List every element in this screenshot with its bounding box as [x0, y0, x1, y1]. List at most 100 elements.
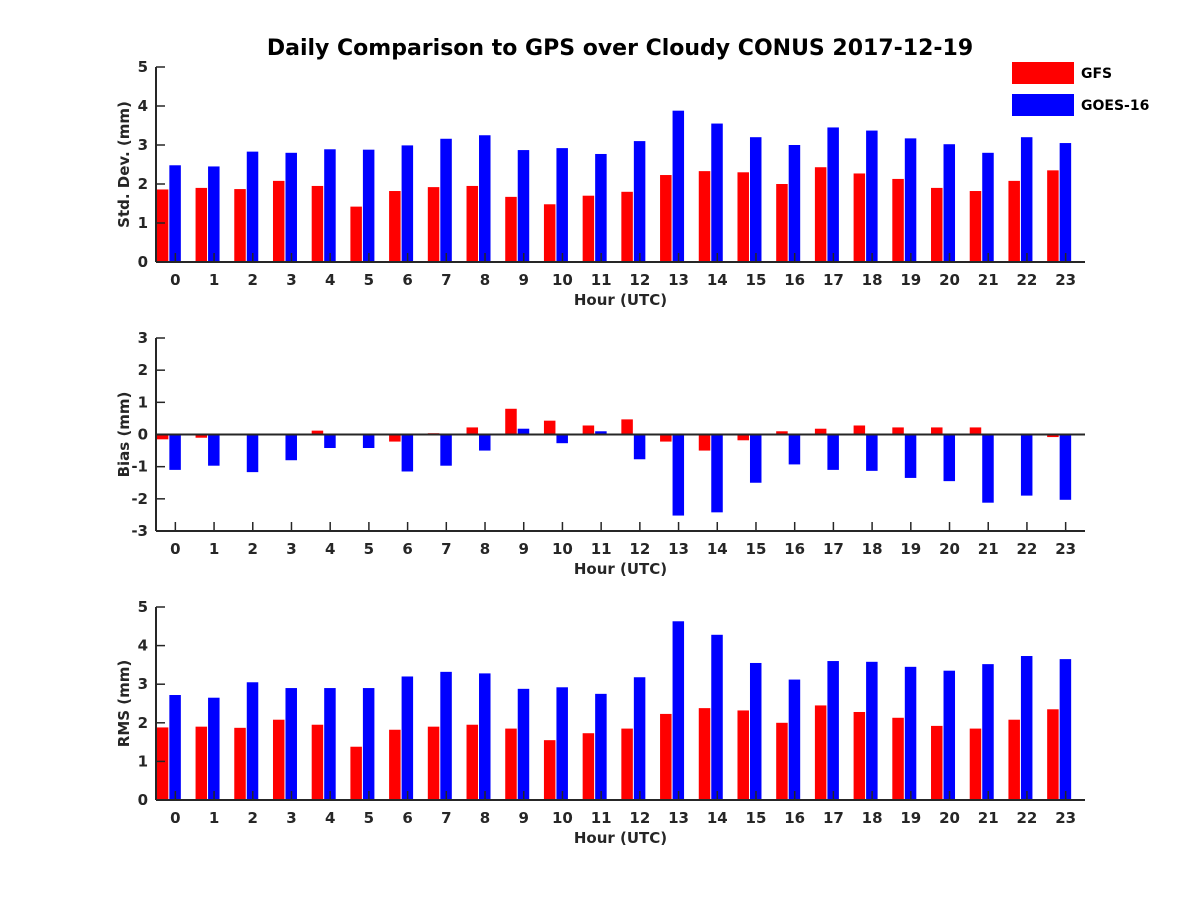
x-tick-label: 6	[402, 271, 412, 289]
x-tick-label: 17	[823, 271, 844, 289]
y-axis-label: Bias (mm)	[115, 392, 133, 478]
bar-goes16-hour-8	[479, 434, 491, 451]
x-tick-label: 10	[552, 271, 573, 289]
legend-label-goes16: GOES-16	[1081, 98, 1149, 114]
x-tick-label: 12	[629, 271, 650, 289]
bar-goes16-hour-13	[672, 434, 685, 516]
x-tick-label: 20	[939, 809, 960, 827]
bar-gfs-hour-7	[427, 187, 440, 262]
bar-goes16-hour-8	[479, 135, 491, 262]
bar-gfs-hour-20	[931, 187, 943, 262]
bar-gfs-hour-12	[621, 191, 633, 262]
bar-gfs-hour-8	[466, 724, 479, 800]
x-tick-label: 19	[900, 540, 921, 558]
bar-goes16-hour-13	[672, 110, 685, 263]
bar-gfs-hour-4	[311, 185, 324, 262]
bar-goes16-hour-12	[633, 434, 646, 460]
bar-gfs-hour-0	[156, 727, 169, 800]
bar-gfs-hour-13	[660, 713, 672, 800]
x-tick-label: 11	[591, 540, 612, 558]
x-tick-label: 9	[519, 540, 529, 558]
bar-gfs-hour-21	[969, 191, 982, 262]
x-tick-label: 0	[170, 540, 180, 558]
bar-gfs-hour-13	[660, 175, 672, 262]
bar-gfs-hour-16	[776, 722, 788, 800]
bar-goes16-hour-3	[285, 688, 297, 800]
bar-gfs-hour-13	[660, 434, 672, 442]
bar-goes16-hour-12	[633, 677, 646, 800]
x-tick-label: 3	[286, 540, 296, 558]
x-tick-label: 14	[707, 809, 728, 827]
bar-goes16-hour-23	[1059, 143, 1072, 262]
bar-gfs-hour-15	[737, 172, 749, 262]
y-tick-label: 0	[138, 791, 148, 809]
x-tick-label: 12	[629, 809, 650, 827]
bar-goes16-hour-9	[517, 428, 530, 435]
chart-title: Daily Comparison to GPS over Cloudy CONU…	[267, 36, 973, 61]
x-tick-label: 4	[325, 540, 335, 558]
bar-goes16-hour-1	[208, 434, 220, 466]
x-tick-label: 3	[286, 271, 296, 289]
bar-goes16-hour-2	[246, 151, 259, 262]
y-tick-label: 5	[138, 58, 148, 76]
x-tick-label: 6	[402, 809, 412, 827]
x-tick-label: 17	[823, 809, 844, 827]
bar-gfs-hour-7	[427, 726, 440, 800]
y-axis-label: RMS (mm)	[115, 660, 133, 747]
x-tick-label: 9	[519, 271, 529, 289]
bar-gfs-hour-16	[776, 184, 788, 262]
x-tick-label: 10	[552, 540, 573, 558]
y-tick-label: 0	[138, 426, 148, 444]
x-tick-label: 13	[668, 540, 689, 558]
bar-goes16-hour-10	[556, 687, 568, 800]
x-tick-label: 1	[209, 809, 219, 827]
bar-gfs-hour-1	[195, 434, 208, 438]
x-tick-label: 15	[746, 540, 767, 558]
bar-goes16-hour-18	[866, 434, 878, 471]
x-tick-label: 5	[364, 809, 374, 827]
legend: GFS GOES-16	[1012, 62, 1149, 116]
x-tick-label: 16	[784, 271, 805, 289]
bar-gfs-hour-18	[853, 173, 866, 262]
bar-goes16-hour-2	[246, 434, 259, 473]
bar-goes16-hour-22	[1020, 137, 1033, 262]
bar-gfs-hour-16	[776, 431, 788, 435]
x-tick-label: 10	[552, 809, 573, 827]
y-tick-label: 3	[138, 329, 148, 347]
bar-gfs-hour-0	[156, 434, 169, 440]
bar-goes16-hour-23	[1059, 659, 1072, 800]
x-tick-label: 18	[862, 540, 883, 558]
bar-gfs-hour-23	[1047, 170, 1059, 262]
bar-gfs-hour-9	[505, 408, 517, 435]
x-axis-label: Hour (UTC)	[574, 560, 667, 578]
bar-gfs-hour-6	[389, 729, 401, 800]
bar-gfs-hour-2	[234, 727, 246, 800]
bar-goes16-hour-21	[982, 434, 994, 503]
bar-gfs-hour-3	[272, 180, 285, 262]
bar-goes16-hour-12	[633, 141, 646, 262]
bar-goes16-hour-18	[866, 130, 878, 262]
bar-gfs-hour-2	[234, 189, 246, 262]
bar-gfs-hour-8	[466, 185, 479, 262]
bar-gfs-hour-6	[389, 434, 401, 442]
y-tick-label: 5	[138, 598, 148, 616]
bar-goes16-hour-0	[169, 695, 181, 800]
bar-goes16-hour-3	[285, 434, 297, 461]
x-tick-label: 16	[784, 809, 805, 827]
y-tick-label: 4	[138, 97, 148, 115]
x-tick-label: 2	[248, 540, 258, 558]
bar-goes16-hour-13	[672, 621, 685, 800]
bar-goes16-hour-11	[595, 153, 607, 262]
bar-gfs-hour-1	[195, 726, 208, 800]
y-tick-label: -3	[131, 522, 148, 540]
x-tick-label: 7	[441, 540, 451, 558]
y-tick-label: 2	[138, 361, 148, 379]
x-tick-label: 19	[900, 809, 921, 827]
bar-goes16-hour-6	[401, 434, 414, 472]
bar-goes16-hour-11	[595, 431, 607, 435]
bar-goes16-hour-1	[208, 166, 220, 262]
x-tick-label: 0	[170, 271, 180, 289]
